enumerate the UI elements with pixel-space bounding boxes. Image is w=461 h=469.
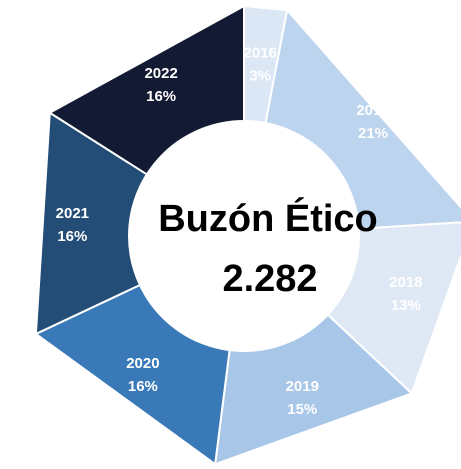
category-label: 2019 bbox=[286, 378, 319, 395]
category-label: 2018 bbox=[389, 274, 422, 291]
category-label: 2016 bbox=[243, 45, 276, 62]
value-label: 21% bbox=[358, 125, 388, 142]
category-label: 2017 bbox=[356, 102, 389, 119]
donut-hole bbox=[128, 120, 360, 352]
category-label: 2022 bbox=[144, 65, 177, 82]
value-label: 16% bbox=[146, 88, 176, 105]
center-label: Buzón Ético bbox=[158, 196, 378, 240]
value-label: 3% bbox=[249, 68, 271, 85]
value-label: 16% bbox=[128, 378, 158, 395]
category-label: 2020 bbox=[126, 355, 159, 372]
labels: 2016 3% 2017 21% 2018 13% 2019 15% 2020 16% 2021 16… bbox=[56, 45, 423, 418]
center-value: 2.282 bbox=[222, 258, 317, 300]
value-label: 13% bbox=[391, 297, 421, 314]
value-label: 16% bbox=[57, 228, 87, 245]
value-label: 15% bbox=[287, 401, 317, 418]
category-label: 2021 bbox=[56, 205, 89, 222]
